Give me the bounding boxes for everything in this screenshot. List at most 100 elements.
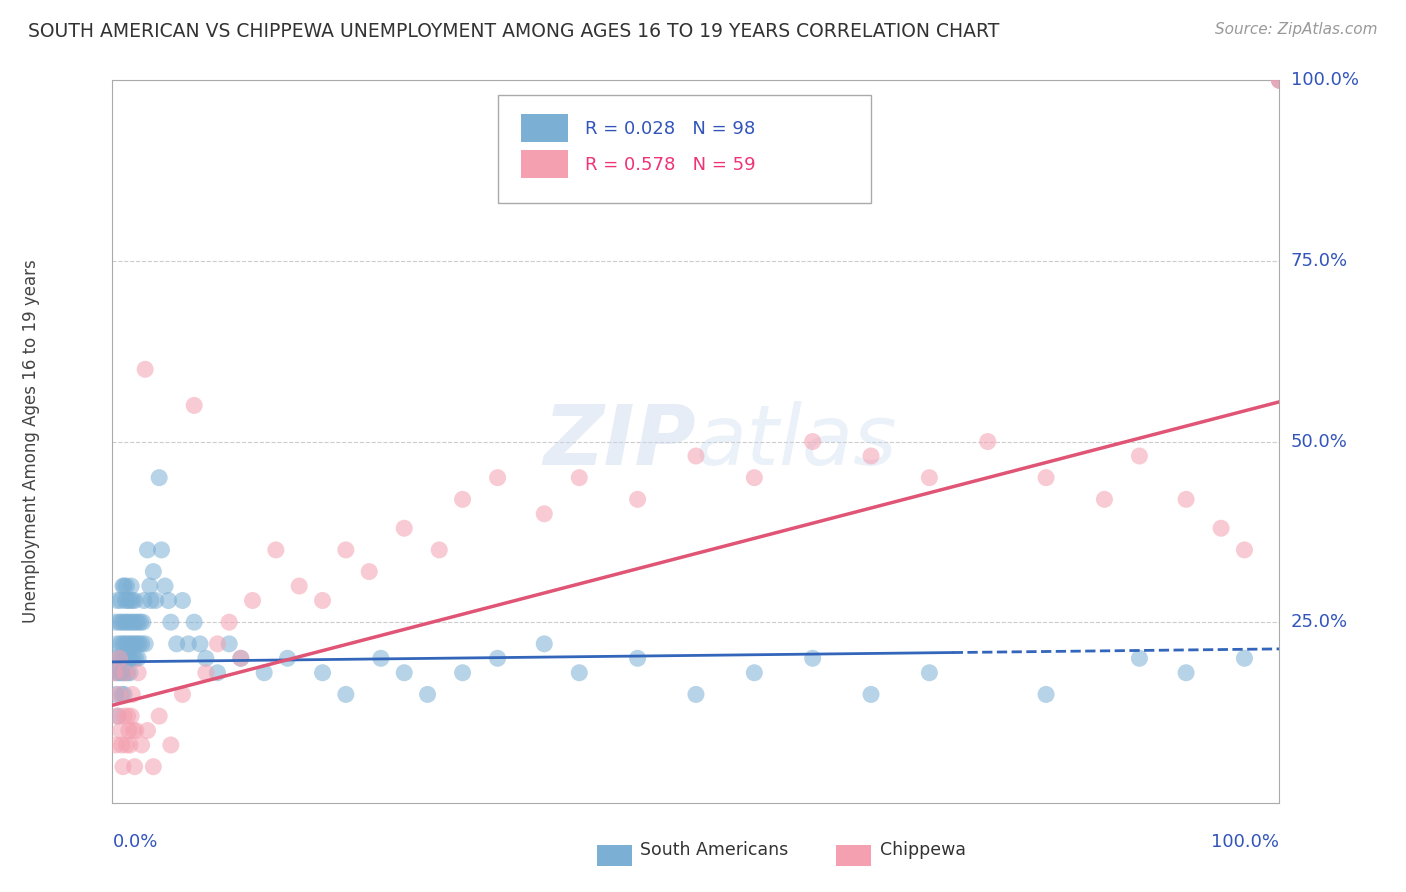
Text: 25.0%: 25.0% xyxy=(1291,613,1348,632)
Point xyxy=(1035,687,1057,701)
Point xyxy=(218,637,240,651)
Point xyxy=(114,637,136,651)
Point xyxy=(121,637,143,651)
Point xyxy=(139,579,162,593)
Point xyxy=(111,760,134,774)
Point xyxy=(142,760,165,774)
Point xyxy=(117,637,139,651)
Point xyxy=(370,651,392,665)
Point xyxy=(110,593,132,607)
Point xyxy=(127,651,149,665)
Point xyxy=(118,593,141,607)
Point xyxy=(183,398,205,412)
Point xyxy=(115,615,138,630)
Point xyxy=(111,665,134,680)
Point xyxy=(172,687,194,701)
Point xyxy=(117,709,139,723)
Text: SOUTH AMERICAN VS CHIPPEWA UNEMPLOYMENT AMONG AGES 16 TO 19 YEARS CORRELATION CH: SOUTH AMERICAN VS CHIPPEWA UNEMPLOYMENT … xyxy=(28,22,1000,41)
Point xyxy=(264,542,287,557)
Point xyxy=(122,723,145,738)
Point xyxy=(194,665,217,680)
Point xyxy=(124,760,146,774)
Point xyxy=(207,665,229,680)
Point xyxy=(568,470,591,484)
Point xyxy=(160,615,183,630)
Point xyxy=(253,665,276,680)
Point xyxy=(105,593,128,607)
Text: Unemployment Among Ages 16 to 19 years: Unemployment Among Ages 16 to 19 years xyxy=(21,260,39,624)
Point xyxy=(107,687,129,701)
Point xyxy=(1268,73,1291,87)
Point xyxy=(134,362,156,376)
Point xyxy=(131,738,153,752)
Bar xyxy=(520,114,568,142)
Point xyxy=(976,434,998,449)
Point xyxy=(1268,73,1291,87)
Point xyxy=(117,593,139,607)
Point xyxy=(117,665,139,680)
Point xyxy=(108,615,131,630)
Point xyxy=(207,637,229,651)
Text: R = 0.578   N = 59: R = 0.578 N = 59 xyxy=(585,156,756,174)
Point xyxy=(229,651,252,665)
Point xyxy=(124,593,146,607)
Point xyxy=(112,615,135,630)
Point xyxy=(127,615,149,630)
Point xyxy=(118,723,141,738)
Point xyxy=(134,637,156,651)
Point xyxy=(533,637,555,651)
Point xyxy=(860,449,883,463)
Point xyxy=(107,709,129,723)
Point xyxy=(801,651,824,665)
Point xyxy=(160,738,183,752)
Point xyxy=(115,738,138,752)
Point xyxy=(427,542,450,557)
Point xyxy=(139,593,162,607)
Point xyxy=(104,738,127,752)
Point xyxy=(132,593,155,607)
Point xyxy=(111,651,134,665)
Point xyxy=(801,434,824,449)
Point xyxy=(125,615,148,630)
Point xyxy=(104,665,127,680)
Point xyxy=(627,651,650,665)
Point xyxy=(105,637,128,651)
Point xyxy=(177,637,200,651)
Point xyxy=(183,615,205,630)
Point xyxy=(1035,470,1057,484)
Point xyxy=(104,687,127,701)
Point xyxy=(112,579,135,593)
FancyBboxPatch shape xyxy=(498,95,872,203)
Point xyxy=(129,615,152,630)
Point xyxy=(111,637,134,651)
Point xyxy=(114,665,136,680)
Point xyxy=(104,665,127,680)
Point xyxy=(110,723,132,738)
Point xyxy=(118,651,141,665)
Point xyxy=(115,651,138,665)
Point xyxy=(451,665,474,680)
Point xyxy=(127,665,149,680)
Point xyxy=(744,470,766,484)
Point xyxy=(124,637,146,651)
Point xyxy=(105,709,128,723)
Point xyxy=(107,665,129,680)
Point xyxy=(335,687,357,701)
Point xyxy=(112,687,135,701)
Text: 100.0%: 100.0% xyxy=(1212,833,1279,851)
Point xyxy=(166,637,188,651)
Point xyxy=(1175,665,1198,680)
Text: R = 0.028   N = 98: R = 0.028 N = 98 xyxy=(585,120,755,137)
Point xyxy=(685,449,707,463)
Point xyxy=(148,709,170,723)
Point xyxy=(111,687,134,701)
Text: South Americans: South Americans xyxy=(640,841,789,859)
Text: atlas: atlas xyxy=(696,401,897,482)
Point xyxy=(1175,492,1198,507)
Point xyxy=(121,687,143,701)
Point xyxy=(150,542,173,557)
Point xyxy=(685,687,707,701)
Point xyxy=(111,615,134,630)
Point xyxy=(114,665,136,680)
Point xyxy=(122,615,145,630)
